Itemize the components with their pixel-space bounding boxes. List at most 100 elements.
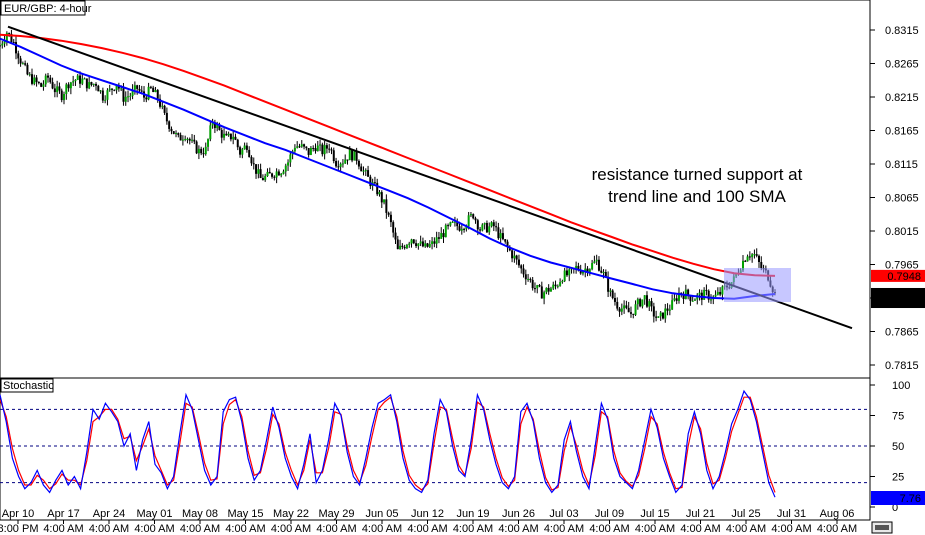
candle: [85, 78, 88, 92]
candle: [543, 290, 546, 305]
candle: [627, 301, 630, 313]
candle: [129, 92, 132, 101]
candle: [211, 118, 214, 129]
candle: [193, 134, 196, 145]
scroll-icon[interactable]: [871, 521, 893, 534]
candle: [44, 73, 47, 87]
candle: [753, 249, 756, 259]
candle: [417, 243, 420, 250]
candle: [63, 91, 66, 105]
candle: [325, 142, 328, 154]
candle: [195, 140, 198, 155]
candle: [655, 310, 658, 322]
candle: [600, 266, 603, 274]
stochastic-main-line: [0, 389, 776, 498]
candle: [447, 223, 450, 230]
candle: [147, 82, 150, 101]
candle: [641, 299, 644, 309]
candle: [243, 142, 246, 150]
candle: [556, 284, 559, 289]
candle: [424, 240, 427, 248]
candle: [657, 316, 660, 318]
candle: [401, 243, 404, 250]
candle: [88, 76, 91, 90]
candle: [527, 273, 530, 282]
x-tick-time: 4:00 AM: [271, 523, 311, 535]
candle: [463, 227, 466, 233]
x-tick-time: 4:00 AM: [89, 523, 129, 535]
candle: [296, 141, 299, 149]
candle: [746, 254, 749, 262]
candle: [202, 147, 205, 158]
candle: [200, 146, 203, 156]
candle: [387, 211, 390, 217]
candle: [15, 36, 18, 60]
stochastic-panel: Stochastic 100 75 50 25 0 7.76: [0, 377, 925, 521]
chart-title-tag: EUR/GBP: 4-hour: [0, 0, 92, 16]
candle: [563, 267, 566, 283]
candle: [618, 306, 621, 317]
candle: [426, 242, 429, 248]
candle: [645, 291, 648, 308]
y-tick-label: 0.8215: [885, 92, 919, 104]
candle: [101, 87, 104, 104]
sma-200-line: [0, 33, 776, 277]
candle: [536, 284, 539, 294]
candle: [421, 237, 424, 248]
candle: [245, 142, 248, 153]
candle: [362, 166, 365, 176]
x-tick-date: Jul 03: [549, 508, 578, 520]
candle: [175, 130, 178, 138]
candle: [309, 146, 312, 156]
candle: [127, 90, 130, 103]
candle: [748, 251, 751, 261]
candle: [83, 77, 86, 80]
candle: [412, 238, 415, 245]
candle: [321, 142, 324, 157]
x-tick-date: Apr 24: [93, 508, 125, 520]
candle: [133, 81, 136, 95]
candle: [28, 72, 31, 77]
candle: [351, 148, 354, 163]
candle: [353, 151, 356, 161]
candle: [26, 62, 29, 76]
candle: [305, 146, 308, 151]
candle: [357, 159, 360, 170]
candle: [37, 81, 40, 85]
price-label: 0.7909: [871, 296, 925, 309]
candle: [668, 304, 671, 316]
candle: [513, 250, 516, 263]
candle: [207, 138, 210, 152]
candle: [568, 266, 571, 282]
candle: [209, 121, 212, 142]
candle: [69, 81, 72, 95]
x-tick-time: 4:00 AM: [43, 523, 83, 535]
candle: [533, 282, 536, 293]
candle: [433, 237, 436, 248]
candle: [707, 289, 710, 303]
x-tick-date: Jun 12: [411, 508, 444, 520]
x-tick-time: 4:00 AM: [498, 523, 538, 535]
candle: [364, 168, 367, 177]
candle: [47, 72, 50, 83]
candle: [623, 300, 626, 314]
x-tick-time: 4:00 AM: [680, 523, 720, 535]
y-tick-label: 0.8015: [885, 226, 919, 238]
candle: [716, 287, 719, 296]
candle: [191, 134, 194, 143]
candle: [236, 138, 239, 151]
candle: [632, 313, 635, 319]
candle: [17, 50, 20, 65]
candle: [376, 178, 379, 197]
candle: [515, 254, 518, 265]
candle: [81, 73, 84, 86]
candle: [124, 91, 127, 106]
candle: [554, 280, 557, 290]
candle: [5, 31, 8, 46]
candle: [268, 167, 271, 174]
price-label-value: 0.7948: [887, 271, 921, 283]
candle: [611, 289, 614, 300]
candle: [545, 287, 548, 295]
candle: [520, 264, 523, 274]
candle: [131, 84, 134, 100]
